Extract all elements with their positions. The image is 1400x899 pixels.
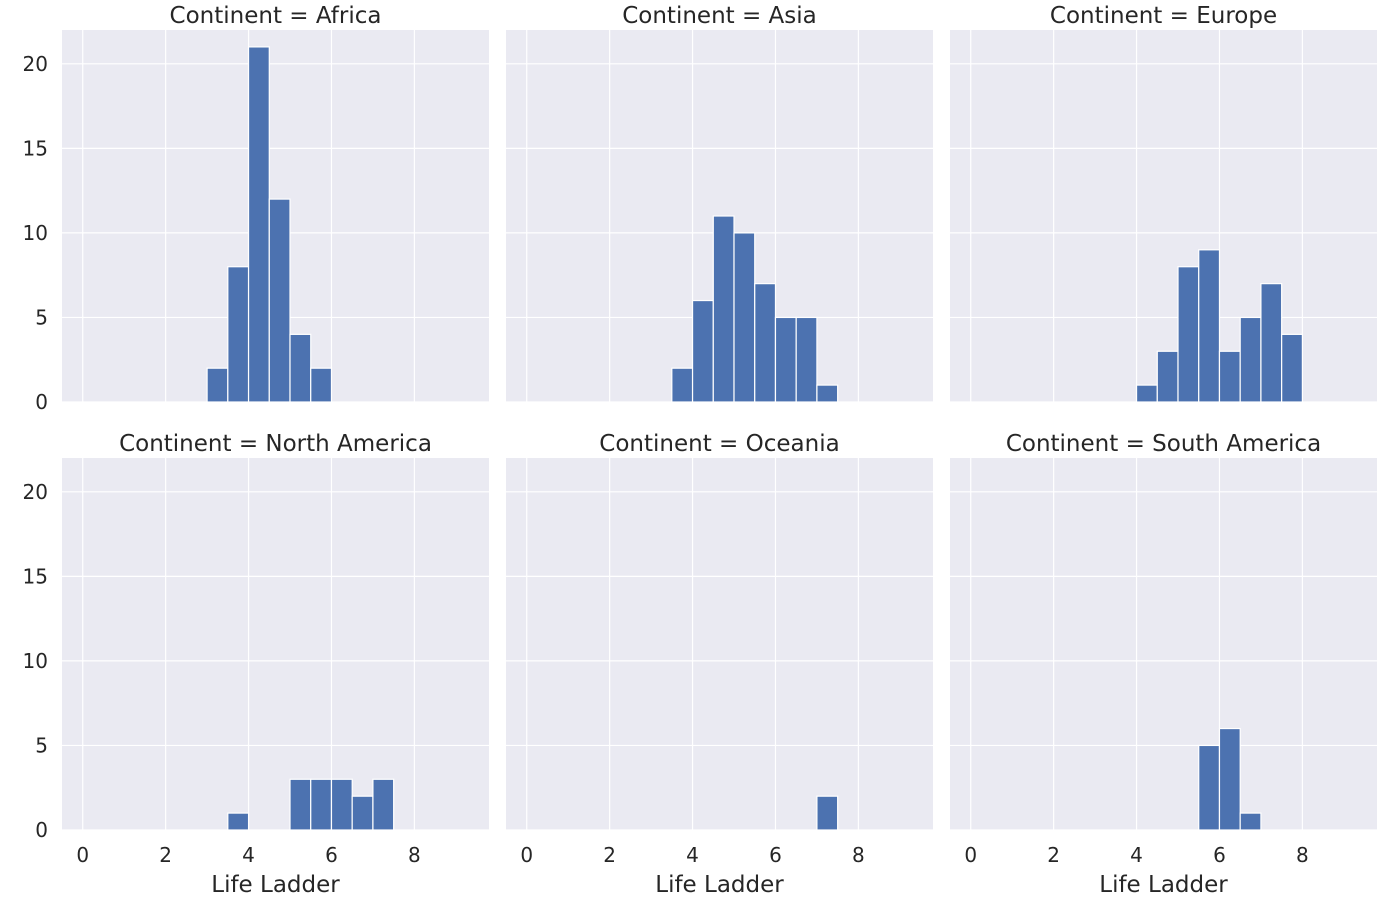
histogram-bar — [310, 778, 333, 831]
x-tick-label: 0 — [964, 843, 977, 867]
y-tick-label: 20 — [23, 52, 48, 76]
facet-panel: Continent = Europe — [950, 3, 1377, 403]
x-tick-label: 6 — [1213, 843, 1226, 867]
x-axis-label: Life Ladder — [655, 872, 784, 898]
histogram-bar — [206, 367, 229, 403]
histogram-bar — [1260, 283, 1283, 403]
x-tick-label: 4 — [686, 843, 699, 867]
x-tick-label: 0 — [520, 843, 533, 867]
facet-panel: Continent = Asia — [506, 3, 933, 403]
panel-background — [62, 458, 489, 830]
histogram-bar — [268, 198, 291, 403]
histogram-bar — [227, 812, 250, 831]
facet-panel: Continent = Oceania 0 2 4 6 8 Life Ladder — [506, 431, 933, 898]
x-tick-label: 8 — [1296, 843, 1309, 867]
x-tick-label: 2 — [603, 843, 616, 867]
facet-panel: Continent = South America 0 2 4 6 8 Life Ladde… — [950, 431, 1377, 898]
histogram-bar — [733, 232, 756, 403]
x-tick-label: 2 — [1047, 843, 1060, 867]
facet-title: Continent = South America — [1006, 431, 1321, 457]
y-tick-label: 10 — [23, 221, 48, 245]
histogram-bar — [1198, 249, 1221, 403]
panel-background — [506, 458, 933, 830]
facet-title: Continent = Africa — [170, 3, 382, 29]
y-tick-label: 5 — [35, 733, 48, 757]
histogram-bar — [712, 215, 735, 403]
x-tick-label: 4 — [1130, 843, 1143, 867]
y-tick-label: 10 — [23, 649, 48, 673]
x-tick-label: 2 — [159, 843, 172, 867]
histogram-bar — [774, 316, 797, 403]
histogram-bar — [816, 384, 839, 403]
histogram-bar — [1218, 727, 1241, 831]
facet-panel: Continent = Africa 0 5 10 15 20 — [23, 3, 489, 414]
histogram-bar — [1239, 812, 1262, 831]
facet-title: Continent = North America — [119, 431, 432, 457]
histogram-bar — [372, 778, 395, 831]
y-tick-label: 5 — [35, 305, 48, 329]
y-tick-label: 0 — [35, 818, 48, 842]
histogram-bar — [1198, 744, 1221, 831]
histogram-bar — [247, 46, 270, 403]
histogram-bar — [1239, 316, 1262, 403]
panel-background — [950, 458, 1377, 830]
histogram-bar — [289, 778, 312, 831]
x-tick-label: 8 — [408, 843, 421, 867]
histogram-bar — [351, 795, 374, 831]
histogram-bar — [330, 778, 353, 831]
x-tick-label: 8 — [852, 843, 865, 867]
histogram-bar — [1281, 333, 1303, 403]
x-axis-label: Life Ladder — [211, 872, 340, 898]
histogram-bar — [754, 283, 777, 403]
y-tick-label: 15 — [23, 136, 48, 160]
facet-title: Continent = Europe — [1050, 3, 1277, 29]
y-tick-label: 20 — [23, 480, 48, 504]
x-tick-label: 6 — [769, 843, 782, 867]
x-tick-label: 4 — [242, 843, 255, 867]
facet-title: Continent = Oceania — [599, 431, 839, 457]
x-tick-label: 0 — [76, 843, 89, 867]
histogram-bar — [691, 299, 714, 403]
histogram-bar — [310, 367, 333, 403]
x-axis-label: Life Ladder — [1099, 872, 1228, 898]
histogram-bar — [671, 367, 694, 403]
histogram-bar — [1156, 350, 1179, 403]
histogram-bar — [289, 333, 312, 403]
panel-background — [950, 30, 1377, 402]
histogram-bar — [1218, 350, 1241, 403]
histogram-bar — [227, 266, 250, 403]
facet-panel: Continent = North America 0 5 10 15 20 0 2 4 6 8 Li… — [23, 431, 489, 898]
x-tick-label: 6 — [325, 843, 338, 867]
facet-title: Continent = Asia — [622, 3, 817, 29]
histogram-bar — [1135, 384, 1158, 403]
histogram-bar — [795, 316, 818, 403]
histogram-bar — [816, 795, 839, 831]
histogram-bar — [1177, 266, 1200, 403]
y-tick-label: 15 — [23, 564, 48, 588]
y-tick-label: 0 — [35, 390, 48, 414]
